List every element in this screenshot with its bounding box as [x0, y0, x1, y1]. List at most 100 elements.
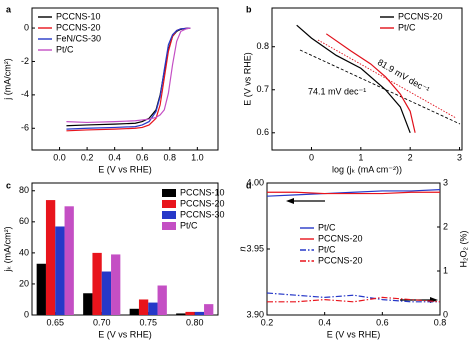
legend-label: Pt/C: [180, 220, 198, 230]
bar: [129, 308, 139, 315]
plot-frame: [31, 182, 219, 316]
bar: [194, 311, 205, 315]
legend-label: PCCNS-20: [318, 233, 363, 243]
y2-tick-label: 3: [443, 177, 448, 187]
y-tick-label: 80: [19, 185, 29, 195]
bar: [101, 271, 112, 315]
legend-label: Pt/C: [318, 244, 336, 254]
y-tick-label: 0: [24, 309, 29, 319]
legend-swatch: [162, 211, 176, 219]
legend-label: Pt/C: [318, 222, 336, 232]
data-line: [66, 27, 191, 124]
y-tick-label: 20: [19, 278, 29, 288]
y2-tick-label: 2: [443, 221, 448, 231]
y-axis-label: j (mA/cm²): [2, 58, 12, 101]
y-tick-label: -2: [21, 56, 29, 66]
y-tick-label: -6: [21, 123, 29, 133]
y-tick-label: 40: [19, 247, 29, 257]
annotation: 74.1 mV dec⁻¹: [308, 86, 366, 96]
legend-swatch: [162, 222, 176, 230]
x-tick-label: 0.70: [93, 317, 111, 327]
y-tick-label: 0: [24, 22, 29, 32]
bar: [148, 302, 158, 315]
x-tick-label: 0.6: [376, 317, 389, 327]
y2-tick-label: 0: [443, 309, 448, 319]
panel-label: a: [6, 4, 12, 14]
x-tick-label: 0: [309, 152, 314, 162]
legend-label: PCCNS-20: [398, 11, 443, 21]
data-line: [266, 189, 441, 197]
bar: [157, 285, 167, 315]
arrow: [286, 198, 325, 204]
legend-label: PCCNS-20: [180, 198, 225, 208]
x-tick-label: 0.2: [81, 152, 94, 162]
data-line: [325, 33, 416, 133]
y-tick-label: 3.95: [246, 243, 264, 253]
bar: [185, 311, 195, 315]
bar: [92, 252, 102, 315]
x-tick-label: 1: [358, 152, 363, 162]
panel-label: c: [6, 180, 11, 190]
x-tick-label: 1.0: [191, 152, 204, 162]
x-tick-label: 0.80: [186, 317, 204, 327]
legend-label: PCCNS-10: [56, 11, 101, 21]
bar: [64, 206, 74, 315]
x-tick-label: 0.75: [139, 317, 157, 327]
x-tick-label: 2: [408, 152, 413, 162]
y-axis-label: jₖ (mA/cm²): [2, 226, 12, 272]
y-tick-label: 0.6: [256, 127, 269, 137]
x-tick-label: 0.4: [318, 317, 331, 327]
y-axis-label: E (V vs RHE): [242, 52, 252, 106]
bar: [83, 293, 93, 315]
fit-line: [299, 49, 461, 125]
y-axis-label: n: [237, 246, 247, 251]
y-tick-label: -4: [21, 89, 29, 99]
legend-label: PCCNS-10: [180, 187, 225, 197]
y2-tick-label: 1: [443, 265, 448, 275]
bar: [55, 226, 65, 315]
bar: [176, 313, 186, 315]
y-tick-label: 0.8: [256, 41, 269, 51]
bar: [111, 254, 121, 315]
bar: [138, 299, 149, 315]
y-tick-label: 0.7: [256, 84, 269, 94]
legend-swatch: [162, 189, 176, 197]
x-axis-label: E (V vs RHE): [327, 329, 381, 339]
x-axis-label: E (V vs RHE): [98, 164, 152, 174]
data-line: [267, 296, 441, 303]
x-tick-label: 0.6: [136, 152, 149, 162]
bar: [204, 304, 214, 315]
x-tick-label: 0.8: [434, 317, 447, 327]
y-tick-label: 60: [19, 216, 29, 226]
data-line: [266, 292, 440, 303]
legend-label: Pt/C: [56, 44, 74, 54]
data-line: [66, 27, 191, 130]
x-tick-label: 0.8: [164, 152, 177, 162]
y-tick-label: 4.00: [246, 177, 264, 187]
x-tick-label: 0.2: [261, 317, 274, 327]
legend-label: FeN/CS-30: [56, 33, 101, 43]
y-tick-label: 3.90: [246, 309, 264, 319]
x-tick-label: 0.0: [53, 152, 66, 162]
legend-label: Pt/C: [398, 22, 416, 32]
data-line: [267, 191, 440, 195]
x-tick-label: 0.65: [46, 317, 64, 327]
panel-label: d: [246, 180, 252, 190]
data-line: [296, 24, 411, 134]
bar: [36, 263, 46, 315]
plot-frame: [31, 7, 219, 151]
bar: [45, 200, 56, 315]
y2-axis-label: H₂O₂ (%): [458, 231, 468, 268]
x-axis-label: log (jₖ (mA cm⁻²)): [332, 164, 402, 174]
legend-label: PCCNS-20: [318, 255, 363, 265]
panel-label: b: [246, 4, 252, 14]
legend-label: PCCNS-20: [56, 22, 101, 32]
x-axis-label: E (V vs RHE): [98, 329, 152, 339]
legend-swatch: [162, 200, 176, 208]
legend-label: PCCNS-30: [180, 209, 225, 219]
plot-frame: [271, 7, 463, 151]
x-tick-label: 3: [457, 152, 462, 162]
